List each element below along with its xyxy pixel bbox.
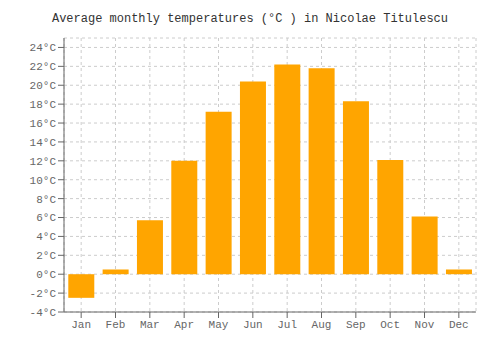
svg-text:20°C: 20°C <box>30 80 57 92</box>
svg-text:Jun: Jun <box>243 319 263 331</box>
svg-text:10°C: 10°C <box>30 175 57 187</box>
svg-text:16°C: 16°C <box>30 118 57 130</box>
svg-text:Sep: Sep <box>346 319 366 331</box>
svg-text:18°C: 18°C <box>30 99 57 111</box>
svg-text:Jan: Jan <box>71 319 91 331</box>
svg-text:14°C: 14°C <box>30 137 57 149</box>
svg-text:4°C: 4°C <box>36 231 56 243</box>
svg-text:-2°C: -2°C <box>30 288 57 300</box>
svg-text:0°C: 0°C <box>36 269 56 281</box>
svg-text:8°C: 8°C <box>36 194 56 206</box>
svg-text:Nov: Nov <box>415 319 435 331</box>
svg-text:Oct: Oct <box>380 319 400 331</box>
svg-text:-4°C: -4°C <box>30 307 57 319</box>
svg-text:Mar: Mar <box>140 319 160 331</box>
svg-text:Apr: Apr <box>174 319 194 331</box>
svg-text:2°C: 2°C <box>36 250 56 262</box>
svg-text:12°C: 12°C <box>30 156 57 168</box>
svg-text:May: May <box>209 319 229 331</box>
svg-text:22°C: 22°C <box>30 61 57 73</box>
svg-text:Feb: Feb <box>106 319 126 331</box>
svg-text:Dec: Dec <box>449 319 469 331</box>
svg-text:24°C: 24°C <box>30 42 57 54</box>
svg-text:Aug: Aug <box>312 319 332 331</box>
svg-text:6°C: 6°C <box>36 212 56 224</box>
svg-text:Jul: Jul <box>277 319 297 331</box>
html-text:Average monthly temperatures (: Average monthly temperatures (°C ) in Ni… <box>52 12 448 26</box>
